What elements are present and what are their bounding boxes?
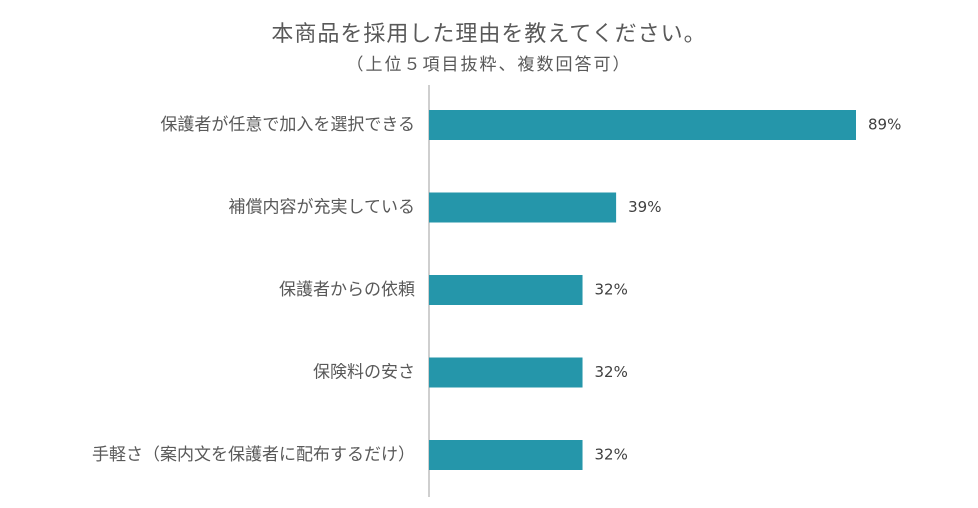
category-label: 手軽さ（案内文を保護者に配布するだけ） <box>92 445 415 465</box>
bar <box>429 357 583 388</box>
data-label: 89% <box>868 116 901 134</box>
chart-subtitle: （上位５項目抜粋、複数回答可） <box>346 55 632 75</box>
category-label: 保険料の安さ <box>313 363 415 383</box>
data-label: 32% <box>595 281 628 299</box>
bar <box>429 192 617 223</box>
data-label: 39% <box>628 198 661 216</box>
chart-title: 本商品を採用した理由を教えてください。 <box>271 22 707 47</box>
category-label: 保護者からの依頼 <box>279 280 415 300</box>
data-label: 32% <box>595 363 628 381</box>
category-label: 保護者が任意で加入を選択できる <box>160 115 415 135</box>
category-label: 補償内容が充実している <box>229 198 416 218</box>
bar <box>429 440 583 470</box>
bar <box>429 110 856 140</box>
bar <box>429 275 583 305</box>
data-label: 32% <box>595 446 628 464</box>
